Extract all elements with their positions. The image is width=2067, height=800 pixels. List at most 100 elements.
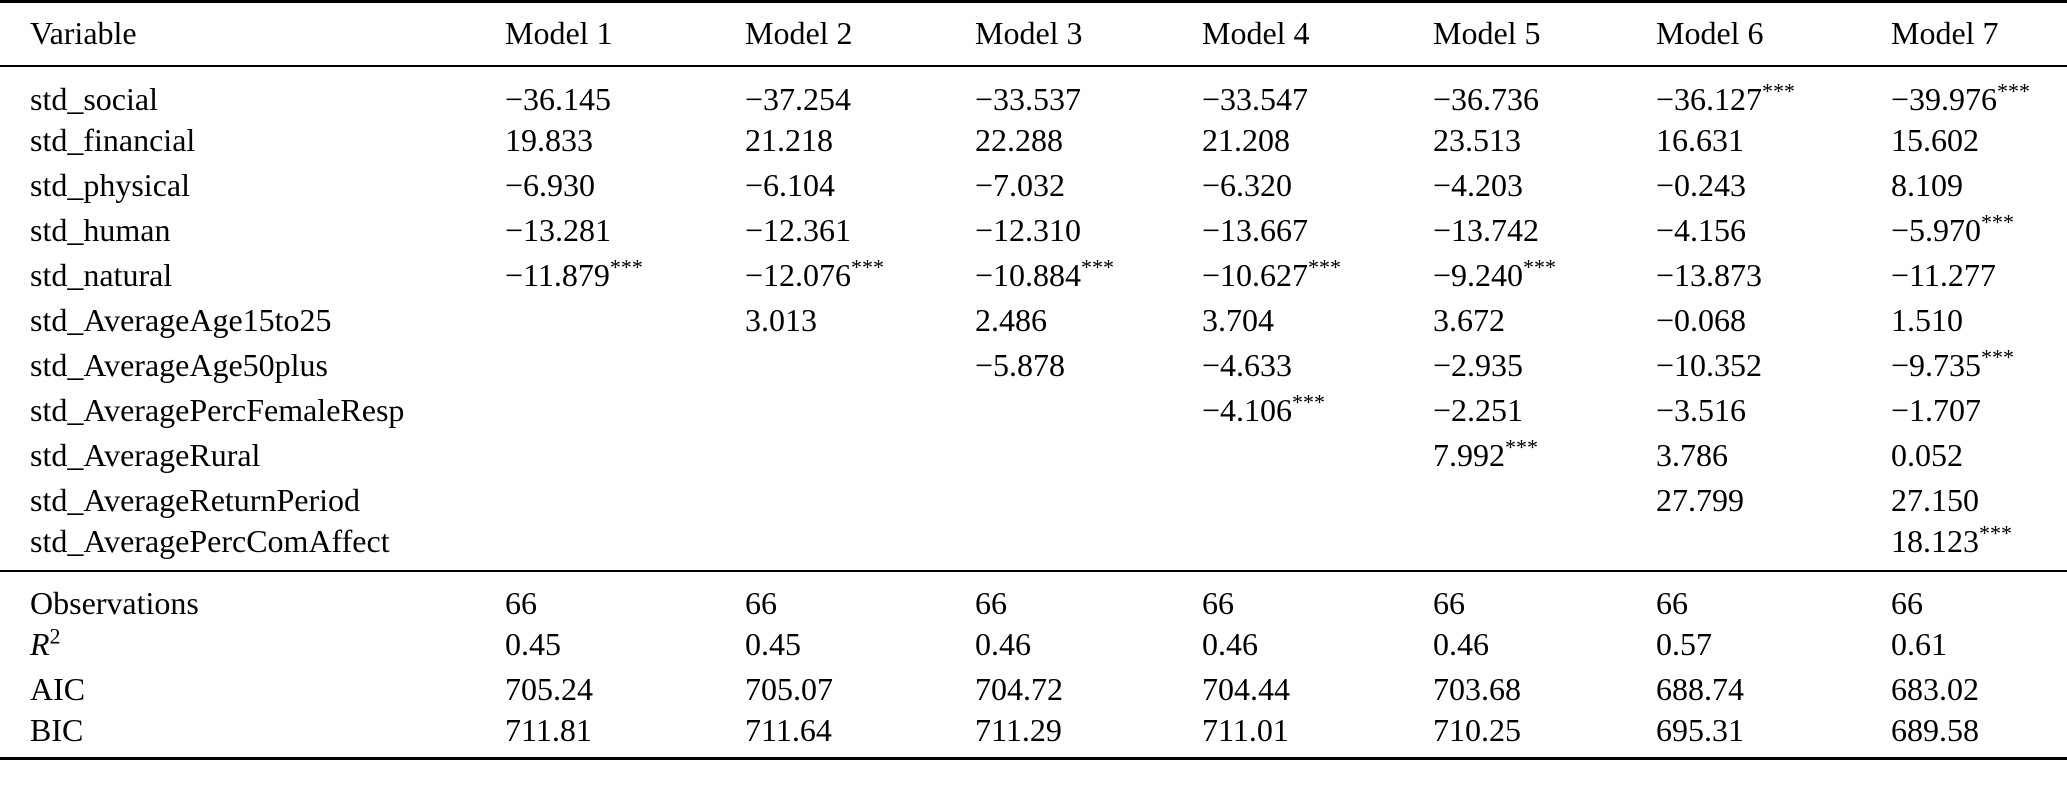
- coefficients-section: std_social −36.145 −37.254 −33.537 −33.547 −3…: [0, 66, 2067, 571]
- coefficient-cell: [745, 478, 975, 523]
- variable-name: std_financial: [30, 121, 196, 158]
- stat-value-cell: 66: [1202, 584, 1234, 621]
- statistics-section: Observations 66 66 66 66 66 66 66 R2 0.45 0.45 0.46…: [0, 570, 2067, 759]
- coefficient-cell: −13.742: [1433, 211, 1540, 248]
- coefficient-cell: [975, 523, 1202, 571]
- coefficient-value: −12.076: [745, 256, 852, 293]
- stat-value-cell: 695.31: [1656, 711, 1744, 748]
- stat-value-cell: 0.61: [1891, 625, 1947, 662]
- coefficient-cell: 21.218: [745, 121, 833, 158]
- coefficient-cell: [505, 343, 745, 388]
- stat-label: R2: [0, 622, 505, 667]
- coefficient-cell: −4.106***: [1202, 388, 1433, 433]
- coefficient-value: −5.970: [1891, 211, 1982, 248]
- stat-value-cell: 689.58: [1891, 711, 1979, 748]
- coefficient-cell: 8.109: [1891, 166, 1963, 203]
- coefficient-cell: −5.970***: [1891, 208, 2067, 253]
- table-row: std_social −36.145 −37.254 −33.537 −33.547 −3…: [0, 66, 2067, 118]
- coefficient-cell: −37.254: [745, 80, 852, 117]
- coefficient-cell: −11.277: [1891, 256, 1996, 293]
- variable-name: std_AverageRural: [30, 436, 261, 473]
- coefficient-cell: −10.884***: [975, 253, 1202, 298]
- coefficient-cell: −33.547: [1202, 80, 1309, 117]
- stat-value-cell: 66: [745, 584, 777, 621]
- stat-label-superscript: 2: [49, 622, 61, 648]
- coefficient-cell: −13.281: [505, 211, 612, 248]
- variable-name: std_AveragePercFemaleResp: [30, 391, 405, 428]
- significance-stars: ***: [1979, 522, 2012, 545]
- stat-label: BIC: [0, 712, 505, 759]
- table-row: std_human −13.281 −12.361 −12.310 −13.667 −13…: [0, 208, 2067, 253]
- coefficient-cell: [745, 433, 975, 478]
- coefficient-value: −10.627: [1202, 256, 1309, 293]
- model-column-header: Model 7: [1891, 15, 1999, 52]
- coefficient-value: −4.106: [1202, 391, 1293, 428]
- model-column-header: Model 2: [745, 15, 853, 52]
- coefficient-cell: −9.735***: [1891, 343, 2067, 388]
- coefficient-cell: −12.310: [975, 211, 1082, 248]
- stat-label-text: Observations: [30, 584, 199, 621]
- coefficient-cell: [1202, 523, 1433, 571]
- coefficient-cell: −5.878: [975, 346, 1066, 383]
- stat-value-cell: 66: [975, 584, 1007, 621]
- table-row: std_AverageReturnPeriod 27.799 27.150: [0, 478, 2067, 523]
- significance-stars: ***: [1762, 77, 1796, 103]
- table-row: std_AverageAge50plus −5.878 −4.633 −2.935 −1…: [0, 343, 2067, 388]
- significance-stars: ***: [851, 253, 885, 279]
- stat-value-cell: 704.44: [1202, 670, 1290, 707]
- coefficient-cell: −12.076***: [745, 253, 975, 298]
- header-row: Variable Model 1 Model 2 Model 3 Model 4 Mode…: [0, 2, 2067, 66]
- coefficient-cell: −2.935: [1433, 346, 1524, 383]
- table-row: BIC 711.81 711.64 711.29 711.01 710.25 695.31 6…: [0, 712, 2067, 759]
- table-row: std_natural −11.879 *** −12.076*** −10.884**…: [0, 253, 2067, 298]
- stat-value-cell: 704.72: [975, 670, 1063, 707]
- coefficient-cell: 27.799: [1656, 481, 1744, 518]
- coefficient-value: −39.976: [1891, 80, 1998, 117]
- coefficient-cell: −39.976***: [1891, 66, 2067, 118]
- coefficient-cell: 3.786: [1656, 436, 1728, 473]
- stat-value-cell: 705.07: [745, 670, 833, 707]
- variable-name: std_AverageAge15to25: [30, 301, 332, 338]
- coefficient-cell: −12.361: [745, 211, 852, 248]
- stat-value-cell: 0.46: [1433, 625, 1489, 662]
- table-row: std_AverageRural 7.992*** 3.786 0.052: [0, 433, 2067, 478]
- coefficient-cell: [745, 523, 975, 571]
- coefficient-cell: 21.208: [1202, 121, 1290, 158]
- coefficient-cell: −6.930: [505, 166, 596, 203]
- coefficient-cell: 2.486: [975, 301, 1047, 338]
- stat-label: Observations: [0, 571, 505, 622]
- stat-label-text: R: [30, 625, 50, 662]
- variable-name: std_natural: [30, 256, 173, 293]
- coefficient-cell: −0.068: [1656, 301, 1747, 338]
- coefficient-cell: [1433, 478, 1656, 523]
- stat-value-cell: 711.64: [745, 711, 832, 748]
- regression-results-table: Variable Model 1 Model 2 Model 3 Model 4 Mode…: [0, 0, 2067, 760]
- coefficient-cell: [1433, 523, 1656, 571]
- stat-label: AIC: [0, 667, 505, 712]
- coefficient-cell: [505, 523, 745, 571]
- coefficient-value: −11.879: [505, 256, 610, 293]
- stat-value-cell: 0.45: [745, 625, 801, 662]
- coefficient-cell: 16.631: [1656, 121, 1744, 158]
- coefficient-cell: −6.104: [745, 166, 836, 203]
- coefficient-cell: [745, 388, 975, 433]
- coefficient-cell: [505, 433, 745, 478]
- coefficient-cell: 18.123***: [1891, 523, 2067, 571]
- coefficient-cell: [505, 478, 745, 523]
- coefficient-cell: −6.320: [1202, 166, 1293, 203]
- model-column-header: Model 5: [1433, 15, 1541, 52]
- coefficient-cell: [1202, 433, 1433, 478]
- coefficient-cell: −7.032: [975, 166, 1066, 203]
- table-row: AIC 705.24 705.07 704.72 704.44 703.68 688.74 6…: [0, 667, 2067, 712]
- model-column-header: Model 6: [1656, 15, 1764, 52]
- coefficient-cell: −4.633: [1202, 346, 1293, 383]
- stat-value-cell: 683.02: [1891, 670, 1979, 707]
- coefficient-cell: 22.288: [975, 121, 1063, 158]
- variable-column-header: Variable: [30, 15, 137, 52]
- coefficient-cell: [1656, 523, 1891, 571]
- variable-name: std_AveragePercComAffect: [30, 522, 390, 559]
- stat-label-text: BIC: [30, 711, 84, 748]
- coefficient-cell: [975, 433, 1202, 478]
- table-row: std_AverageAge15to25 3.013 2.486 3.704 3.672…: [0, 298, 2067, 343]
- coefficient-cell: −36.145: [505, 80, 612, 117]
